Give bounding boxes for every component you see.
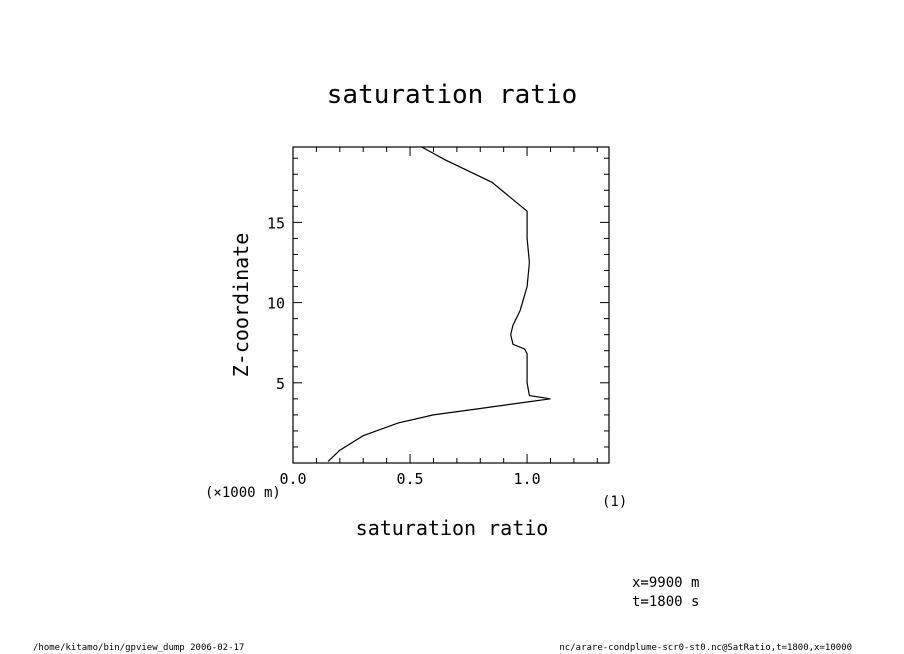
chart-title: saturation ratio: [327, 80, 577, 110]
x-position-info: x=9900 m: [632, 575, 699, 591]
series-line-saturation-ratio: [327, 146, 551, 462]
time-info: t=1800 s: [632, 594, 699, 610]
tick-marks: [292, 147, 609, 463]
x-unit-label: (1): [602, 494, 627, 510]
footer-left: /home/kitamo/bin/gpview_dump 2006-02-17: [33, 643, 244, 653]
y-unit-label: (×1000 m): [205, 485, 281, 501]
tick-labels: 0.0 0.5 1.0 5 10 15: [267, 214, 541, 488]
footer-right: nc/arare-condplume-scr0-st0.nc@SatRatio,…: [559, 643, 852, 653]
x-axis-label: saturation ratio: [356, 516, 549, 540]
y-tick-label: 10: [267, 295, 285, 313]
y-axis-label: Z-coordinate: [229, 233, 253, 378]
x-tick-label: 0.5: [396, 470, 423, 488]
x-tick-label: 1.0: [514, 470, 541, 488]
x-tick-label: 0.0: [279, 470, 306, 488]
plot-frame: [292, 146, 610, 464]
y-tick-label: 5: [276, 375, 285, 393]
y-tick-label: 15: [267, 214, 285, 232]
